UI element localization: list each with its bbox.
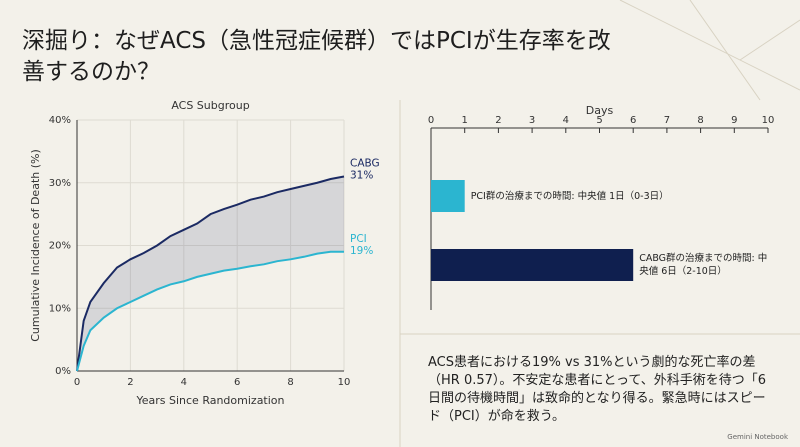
y-tick-label: 0% <box>55 366 71 377</box>
x-axis-label: Years Since Randomization <box>135 394 284 407</box>
x-tick-label: 2 <box>127 377 133 388</box>
chart-title: ACS Subgroup <box>171 99 249 112</box>
line <box>76 175 345 372</box>
x-tick-label: 7 <box>664 115 670 126</box>
bar-label: CABG群の治療までの時間: 中央値 6日（2-10日） <box>639 253 768 277</box>
summary: ACS患者における19% vs 31%という劇的な死亡率の差（HR 0.57）。… <box>428 355 766 424</box>
x-tick-label: 3 <box>529 115 535 126</box>
x-tick-label: 10 <box>338 377 351 388</box>
x-tick-label: 10 <box>762 115 775 126</box>
decor-line <box>689 0 761 101</box>
x-axis-label: Days <box>586 104 614 117</box>
decor <box>399 0 800 447</box>
end-label: 31% <box>350 169 373 181</box>
end-label: 19% <box>350 245 373 257</box>
bar <box>431 180 465 212</box>
x-tick-label: 9 <box>731 115 737 126</box>
x-tick-label: 6 <box>630 115 636 126</box>
x-tick-label: 8 <box>287 377 293 388</box>
x-tick-label: 0 <box>428 115 434 126</box>
x-tick-label: 4 <box>181 377 187 388</box>
x-tick-label: 6 <box>234 377 240 388</box>
x-tick-label: 4 <box>563 115 569 126</box>
legend-label: CABG <box>350 157 380 169</box>
footer: Gemini Notebook <box>727 433 788 441</box>
x-tick-label: 1 <box>462 115 468 126</box>
x-tick-label: 2 <box>495 115 501 126</box>
y-tick-label: 10% <box>49 303 71 314</box>
decor-line <box>619 0 800 91</box>
y-tick-label: 40% <box>49 115 71 126</box>
y-tick-label: 20% <box>49 241 71 252</box>
page-title: 深掘り：なぜACS（急性冠症候群）ではPCIが生存率を改善するのか？ <box>22 28 611 85</box>
x-tick-label: 8 <box>697 115 703 126</box>
bar-label: PCI群の治療までの時間: 中央値 1日（0-3日） <box>470 190 669 202</box>
y-tick-label: 30% <box>49 178 71 189</box>
y-axis-label: Cumulative Incidence of Death (%) <box>29 149 42 342</box>
legend-label: PCI <box>350 233 367 245</box>
x-tick-label: 5 <box>596 115 602 126</box>
line <box>76 250 344 372</box>
bar <box>431 249 634 281</box>
decor-line <box>739 19 800 61</box>
x-tick-label: 0 <box>74 377 80 388</box>
